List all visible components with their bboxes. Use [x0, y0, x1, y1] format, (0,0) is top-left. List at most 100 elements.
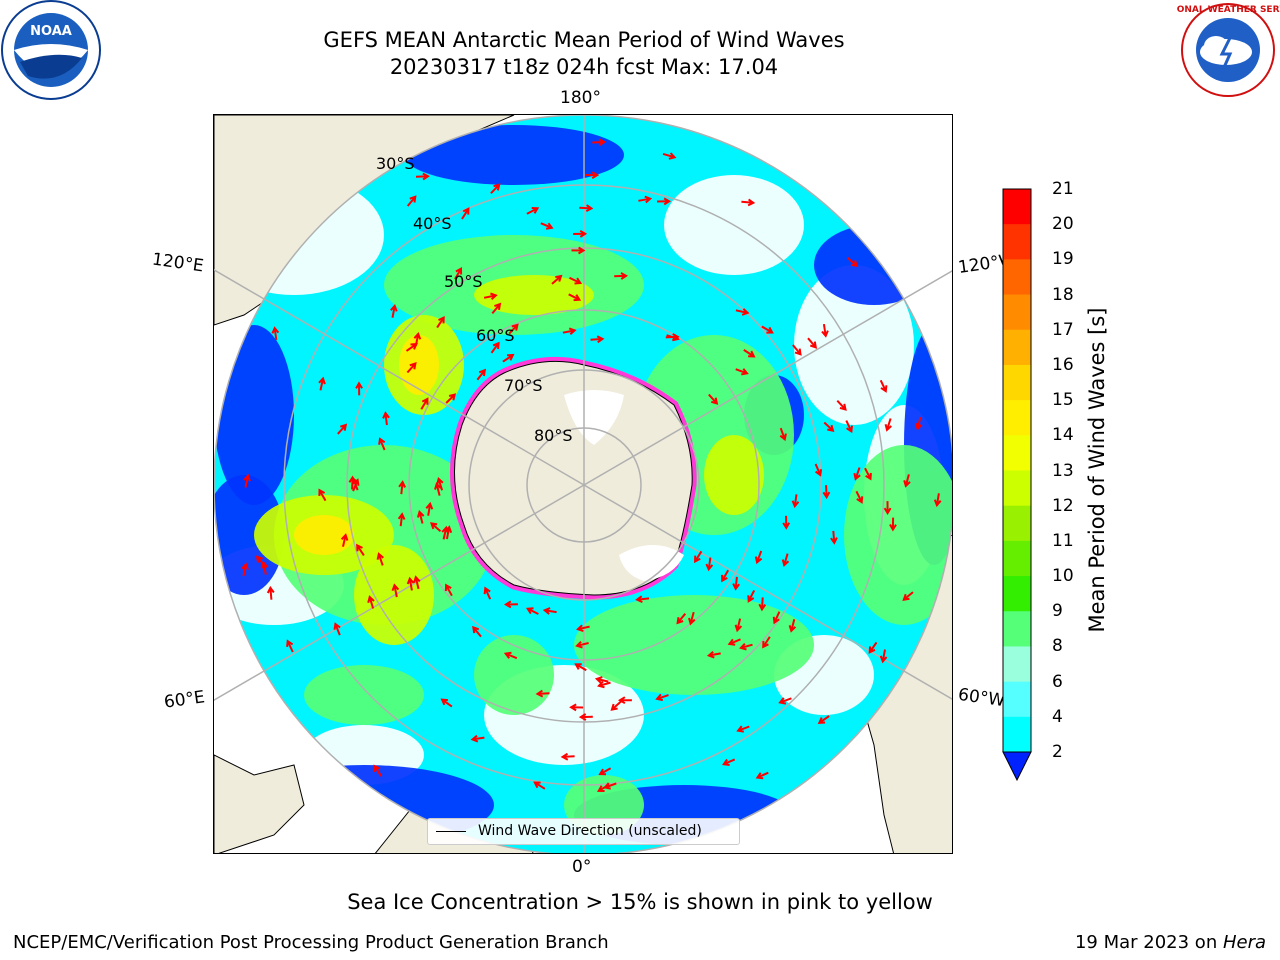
graticule-meridian: [214, 484, 585, 701]
field-blob: [574, 595, 814, 695]
wave-direction-arrow: [847, 257, 859, 268]
wave-direction-arrow: [603, 782, 617, 790]
colorbar-segment: [1003, 716, 1031, 753]
colorbar-segment: [1003, 611, 1031, 647]
wave-direction-arrow: [855, 490, 864, 504]
wave-direction-arrow: [425, 501, 434, 516]
wave-direction-arrow: [444, 583, 453, 597]
colorbar-segment: [1003, 400, 1031, 436]
wave-direction-arrow: [560, 752, 575, 761]
wave-direction-arrow: [814, 463, 823, 477]
wave-direction-arrow: [503, 600, 518, 609]
wave-direction-arrow: [445, 393, 457, 404]
graticule-meridian: [214, 269, 585, 486]
wave-direction-arrow: [933, 493, 942, 508]
wave-direction-arrow: [406, 362, 417, 374]
wave-direction-arrow: [727, 638, 741, 646]
colorbar-tick-label: 6: [1052, 671, 1063, 692]
wave-direction-arrow: [390, 303, 398, 318]
wave-direction-arrow: [864, 467, 872, 481]
map-legend: Wind Wave Direction (unscaled): [427, 818, 740, 845]
wave-direction-arrow: [594, 676, 609, 684]
wave-direction-arrow: [413, 332, 422, 346]
colorbar-segment: [1003, 259, 1031, 296]
colorbar-extend-triangle: [1002, 751, 1032, 782]
lat-label-30s: 30°S: [376, 154, 415, 173]
wave-direction-arrow: [721, 569, 730, 583]
nws-logo-text: NATIONAL WEATHER SERVICE: [1176, 5, 1280, 15]
colorbar-tick-label: 16: [1052, 354, 1074, 375]
wave-direction-arrow: [755, 771, 769, 780]
wave-direction-arrow: [791, 494, 800, 509]
wave-direction-arrow: [533, 781, 546, 790]
wave-direction-arrow: [415, 172, 430, 181]
ross-ice-shelf: [564, 390, 624, 445]
wave-direction-arrow: [614, 272, 629, 280]
wave-direction-arrow: [490, 183, 501, 194]
wave-direction-arrow: [476, 368, 487, 381]
wave-direction-arrow: [376, 552, 384, 566]
wave-direction-arrow: [378, 437, 386, 451]
wave-direction-arrow: [657, 197, 672, 206]
wave-direction-arrow: [732, 576, 740, 591]
wave-direction-arrow: [373, 764, 383, 777]
wave-direction-arrow: [772, 611, 781, 625]
wave-direction-arrow: [754, 550, 763, 565]
wave-direction-arrow: [747, 589, 756, 603]
wave-direction-arrow: [569, 703, 584, 712]
polar-map: 30°S 40°S 50°S 60°S 70°S 80°S: [214, 115, 952, 853]
wave-direction-arrow: [391, 583, 400, 598]
wave-direction-arrow: [617, 696, 632, 705]
wave-direction-arrow: [406, 195, 417, 207]
wave-direction-arrow: [676, 613, 687, 625]
wave-direction-arrow: [434, 482, 442, 496]
colorbar-segment: [1003, 189, 1031, 225]
wave-direction-arrow: [735, 368, 749, 376]
wave-direction-arrow: [540, 222, 554, 230]
wave-direction-arrow: [483, 586, 492, 600]
wave-direction-arrow: [610, 700, 622, 711]
wave-direction-arrow: [655, 693, 669, 702]
colorbar-tick-label: 20: [1052, 214, 1074, 235]
lon-label-120e: 120°E: [150, 249, 205, 277]
map-panel: 30°S 40°S 50°S 60°S 70°S 80°S: [213, 114, 953, 854]
wave-direction-arrow: [382, 411, 390, 426]
wave-direction-arrow: [490, 341, 500, 354]
wave-direction-arrow: [461, 207, 470, 220]
legend-line-swatch: [436, 831, 466, 832]
sea-ice-note: Sea Ice Concentration > 15% is shown in …: [347, 890, 933, 914]
field-blob: [214, 325, 294, 505]
wave-direction-arrow: [830, 530, 838, 545]
wave-direction-arrow: [666, 333, 680, 342]
wave-direction-arrow: [817, 715, 830, 725]
lat-label-40s: 40°S: [413, 214, 452, 233]
colorbar-segment: [1003, 435, 1031, 471]
wave-direction-arrow: [889, 517, 897, 532]
wave-direction-arrow: [792, 344, 802, 356]
wave-direction-arrow: [705, 557, 714, 572]
wave-direction-arrow: [573, 230, 588, 238]
wave-direction-arrow: [436, 477, 444, 491]
wave-direction-arrow: [333, 622, 341, 636]
wave-direction-arrow: [241, 562, 249, 577]
wave-direction-arrow: [883, 501, 892, 516]
wave-direction-arrow: [502, 353, 515, 363]
colorbar-segment: [1003, 294, 1031, 331]
wave-direction-arrow: [914, 416, 923, 431]
wave-direction-arrow: [590, 335, 605, 344]
noaa-logo: NOAA: [1, 0, 101, 100]
colorbar-segment: [1003, 646, 1031, 683]
wave-direction-arrow: [340, 533, 349, 547]
wave-direction-arrow: [508, 323, 519, 335]
colorbar-tick-label: 17: [1052, 319, 1074, 340]
wave-direction-arrow: [781, 553, 790, 567]
colorbar-segment: [1003, 470, 1031, 507]
wave-direction-arrow: [356, 543, 365, 556]
wave-direction-arrow: [782, 515, 791, 530]
chart-subtitle: 20230317 t18z 024h fcst Max: 17.04: [389, 55, 779, 79]
colorbar-segment: [1003, 364, 1031, 401]
wave-direction-arrow: [472, 625, 482, 638]
wave-direction-arrow: [708, 393, 719, 405]
wave-direction-arrow: [739, 643, 753, 651]
wave-direction-arrow: [903, 474, 911, 488]
